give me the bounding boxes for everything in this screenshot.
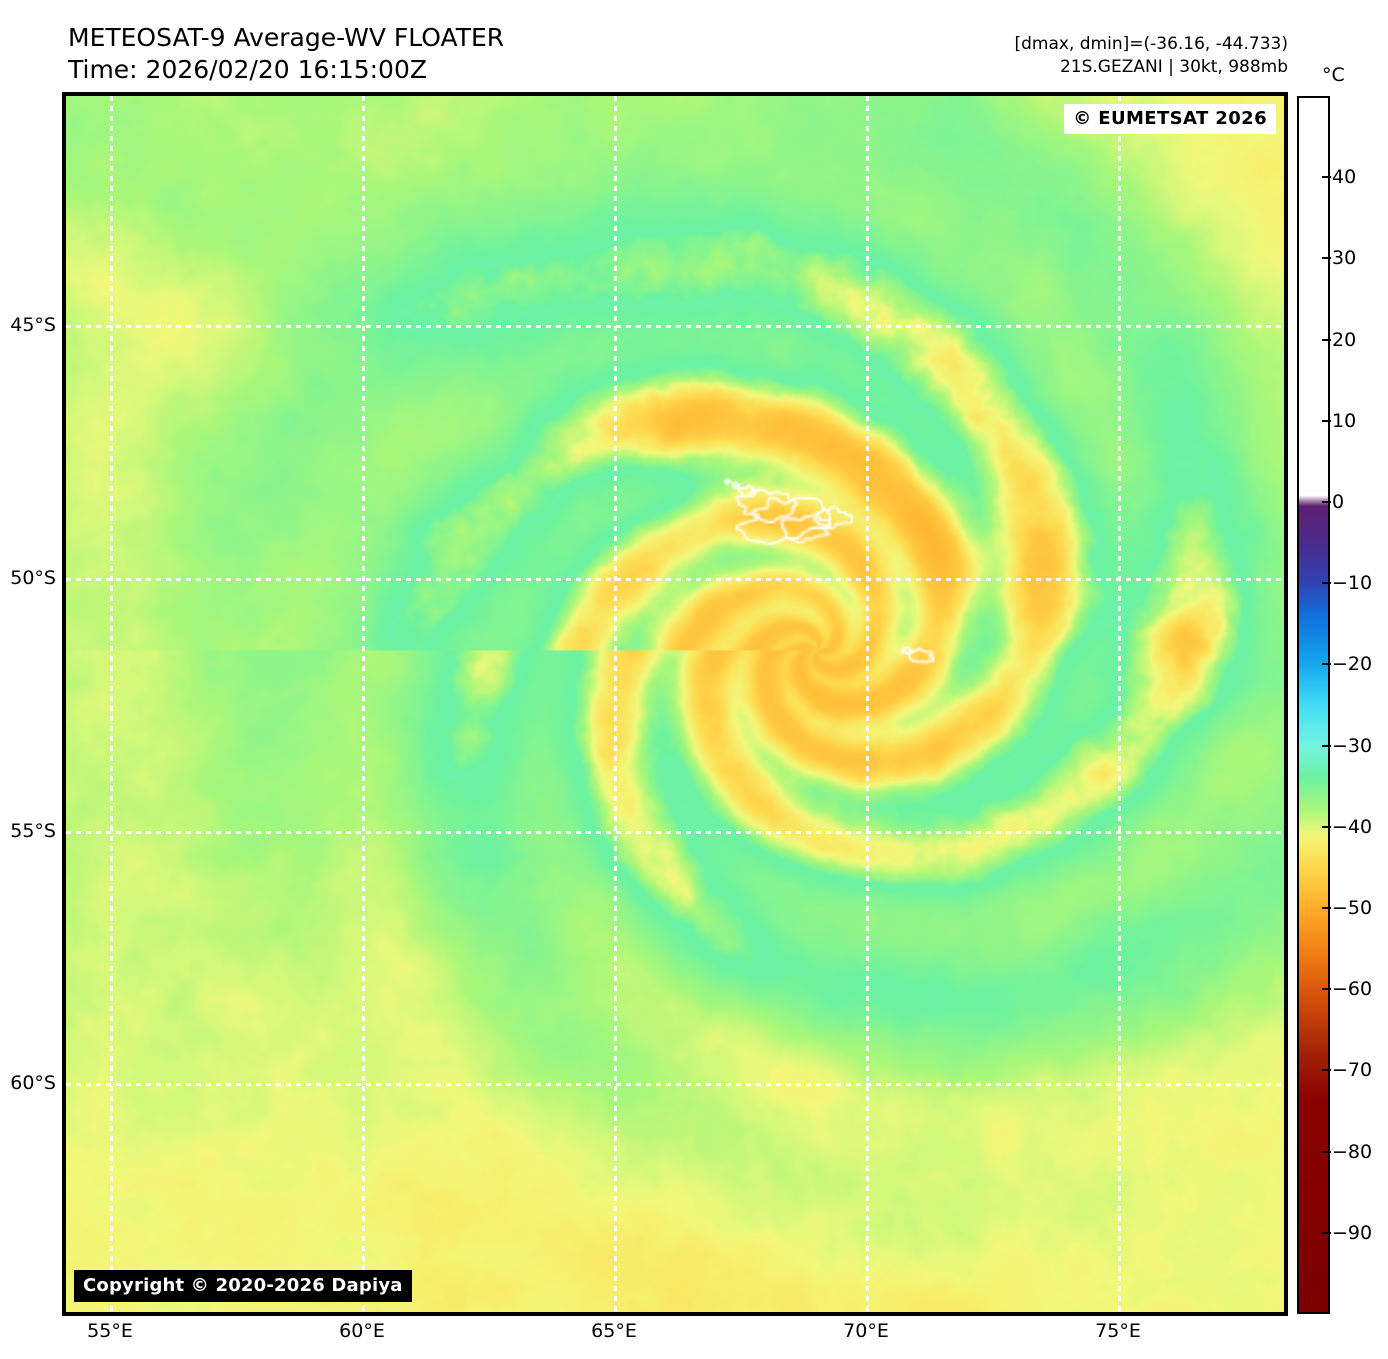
colorbar-tick-minus60: −60 xyxy=(1332,978,1373,1001)
lon-tick-60°E: 60°E xyxy=(339,1320,385,1342)
page-title: METEOSAT-9 Average-WV FLOATER xyxy=(68,23,505,52)
colorbar-tickmark xyxy=(1322,663,1331,666)
colorbar-tickmark xyxy=(1322,1069,1331,1072)
lon-tick-65°E: 65°E xyxy=(591,1320,637,1342)
lon-tick-70°E: 70°E xyxy=(843,1320,889,1342)
copyright-watermark: Copyright © 2020-2026 Dapiya xyxy=(74,1270,412,1302)
colorbar-tick-minus80: −80 xyxy=(1332,1140,1373,1163)
lat-tick-55°S: 55°S xyxy=(10,820,56,842)
colorbar-tick-minus90: −90 xyxy=(1332,1221,1373,1244)
colorbar-tickmark xyxy=(1322,176,1331,179)
satellite-map[interactable]: © EUMETSAT 2026 Copyright © 2020-2026 Da… xyxy=(62,92,1288,1316)
colorbar-tick-20: 20 xyxy=(1332,328,1357,351)
lat-tick-60°S: 60°S xyxy=(10,1072,56,1094)
lon-tick-75°E: 75°E xyxy=(1095,1320,1141,1342)
timestamp-label: Time: 2026/02/20 16:15:00Z xyxy=(68,55,427,84)
colorbar-tickmark xyxy=(1322,744,1331,747)
title-block: METEOSAT-9 Average-WV FLOATER Time: 2026… xyxy=(68,22,504,86)
colorbar-tick-minus30: −30 xyxy=(1332,734,1373,757)
colorbar-tick-minus50: −50 xyxy=(1332,897,1373,919)
colorbar-tick-30: 30 xyxy=(1332,247,1357,270)
colorbar-unit-label: °C xyxy=(1322,64,1345,86)
colorbar-tickmark xyxy=(1322,582,1331,585)
satellite-imagery-canvas xyxy=(66,96,1284,1312)
colorbar-tick-minus20: −20 xyxy=(1332,653,1373,676)
colorbar-tickmark xyxy=(1322,1231,1331,1234)
colorbar-tickmark xyxy=(1322,338,1331,341)
colorbar-tickmark xyxy=(1322,825,1331,828)
colorbar-tick-minus70: −70 xyxy=(1332,1059,1373,1082)
lat-tick-45°S: 45°S xyxy=(10,314,56,336)
colorbar-tick-minus10: −10 xyxy=(1332,572,1373,595)
dminmax-label: [dmax, dmin]=(-36.16, -44.733) xyxy=(1014,34,1289,54)
colorbar-gradient xyxy=(1299,98,1328,1312)
lat-tick-50°S: 50°S xyxy=(10,567,56,589)
colorbar-tickmark xyxy=(1322,419,1331,422)
colorbar-tickmark xyxy=(1322,257,1331,260)
colorbar-tickmark xyxy=(1322,501,1331,503)
metadata-block: [dmax, dmin]=(-36.16, -44.733) 21S.GEZAN… xyxy=(1015,33,1289,79)
eumetsat-watermark: © EUMETSAT 2026 xyxy=(1064,104,1276,134)
colorbar-tickmark xyxy=(1322,988,1331,991)
colorbar-tick-minus40: −40 xyxy=(1332,815,1373,838)
storm-info-label: 21S.GEZANI | 30kt, 988mb xyxy=(1059,57,1288,77)
colorbar[interactable] xyxy=(1297,96,1330,1314)
colorbar-tickmark xyxy=(1322,907,1331,909)
colorbar-tickmark xyxy=(1322,1150,1331,1153)
colorbar-tick-0: 0 xyxy=(1332,491,1345,513)
lon-tick-55°E: 55°E xyxy=(87,1320,133,1342)
colorbar-tick-10: 10 xyxy=(1332,409,1357,432)
colorbar-tick-40: 40 xyxy=(1332,166,1357,189)
